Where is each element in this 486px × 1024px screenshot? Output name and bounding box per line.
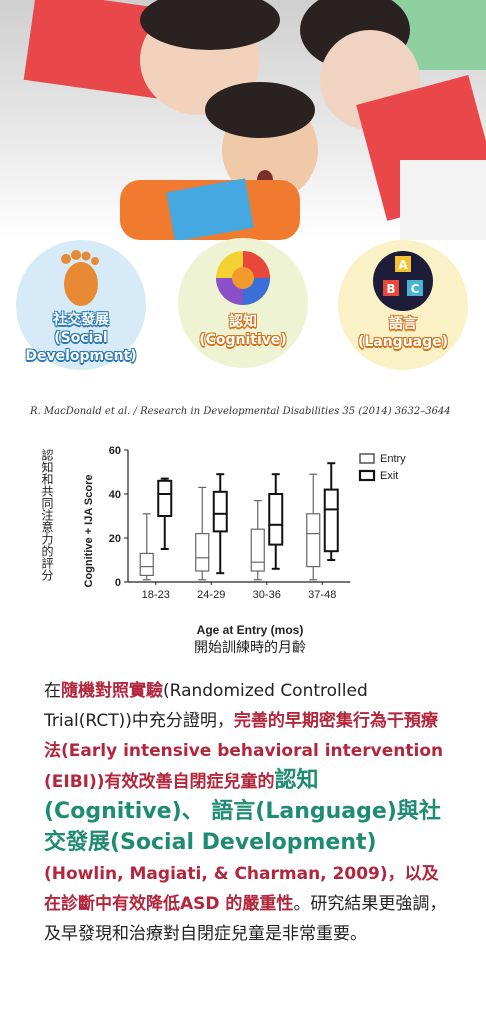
box-iqr (323, 488, 339, 553)
y-tick-label: 0 (115, 577, 121, 589)
language-label-en: (Language) (357, 334, 449, 350)
para-highlight-rct: 隨機對照實驗 (61, 681, 163, 701)
para-highlight-eibi: 完善的早期密集行為干預療法(Early intensive behavioral… (44, 711, 444, 792)
chart-legend: Entry Exit (358, 453, 406, 482)
cognitive-circle: 認知 (Cognitive) (178, 238, 308, 368)
block-b-label: B (386, 282, 395, 296)
language-circle: A B C 語言 (Language) (338, 240, 468, 370)
para-text-2: (Randomized Controlled Trial(RCT))中充分證明， (44, 681, 368, 731)
box-entry (250, 499, 265, 581)
box-iqr (250, 528, 265, 572)
journal-citation: R. MacDonald et al. / Research in Develo… (30, 406, 451, 417)
box-exit (323, 462, 339, 561)
x-tick-label: 18-23 (142, 589, 170, 601)
legend-entry-swatch (359, 453, 375, 464)
boxplot-chart: 0 20 40 60 18-23 24-29 30-36 37-48 Cognitive + … (50, 436, 470, 666)
development-icons: 社交發展 (Social Development) 認知 (Cognitive)… (0, 232, 486, 382)
para-text-1: 在 (44, 681, 61, 701)
footprint-icon (61, 250, 99, 306)
box-exit (212, 473, 228, 575)
y-tick-label: 60 (109, 445, 121, 457)
y-tick-label: 40 (109, 489, 121, 501)
box-exit (157, 477, 173, 550)
box-exit (268, 473, 284, 570)
abc-blocks-icon: A B C (373, 251, 433, 311)
box-entry (306, 473, 321, 581)
box-entry (195, 486, 210, 581)
hero-photo (0, 0, 486, 240)
language-label-zh: 語言 (389, 316, 417, 332)
x-tick-label: 37-48 (308, 589, 336, 601)
para-highlight-outcomes: 認知 (Cognitive)、 語言(Language)與社交發展(Social… (44, 768, 441, 855)
chart-ylabel: Cognitive + IJA Score (83, 475, 95, 588)
cognitive-label-zh: 認知 (229, 314, 257, 330)
social-circle: 社交發展 (Social Development) (16, 240, 146, 370)
para-highlight-citation: (Howlin, Magiati, & Charman, 2009)，以及在診斷… (44, 864, 439, 914)
block-c-label: C (411, 282, 420, 296)
box-iqr (306, 513, 321, 568)
social-label-en-2: Development) (25, 348, 137, 364)
y-tick-label: 20 (109, 533, 121, 545)
chart-xlabel-zh: 開始訓練時的月齡 (194, 640, 306, 656)
children-illustration (23, 0, 486, 240)
box-iqr (139, 552, 154, 577)
box-iqr (212, 490, 228, 533)
block-a-label: A (398, 258, 408, 272)
x-tick-label: 24-29 (197, 589, 225, 601)
colorful-sphere-icon (216, 251, 270, 305)
social-label-zh: 社交發展 (53, 312, 109, 328)
boxplot-svg: 0 20 40 60 18-23 24-29 30-36 37-48 Cognitive + … (83, 445, 406, 656)
legend-entry-label: Entry (380, 453, 406, 465)
box-iqr (268, 493, 284, 546)
social-label-en-1: (Social (54, 330, 108, 346)
cognitive-label-en: (Cognitive) (199, 332, 287, 348)
para-text-3: 。研究結果更強調，及早發現和治療對自閉症兒童是非常重要。 (44, 894, 447, 944)
x-tick-label: 30-36 (253, 589, 281, 601)
legend-exit-label: Exit (380, 470, 398, 482)
chart-xlabel: Age at Entry (mos) (197, 623, 304, 637)
legend-exit-swatch (358, 469, 376, 482)
box-iqr (157, 479, 173, 517)
box-entry (139, 513, 154, 581)
description-paragraph: 在隨機對照實驗(Randomized Controlled Trial(RCT)… (44, 676, 454, 949)
box-iqr (195, 532, 210, 572)
ylabel-zh: 認知和共同注意力的評分 (40, 449, 54, 581)
